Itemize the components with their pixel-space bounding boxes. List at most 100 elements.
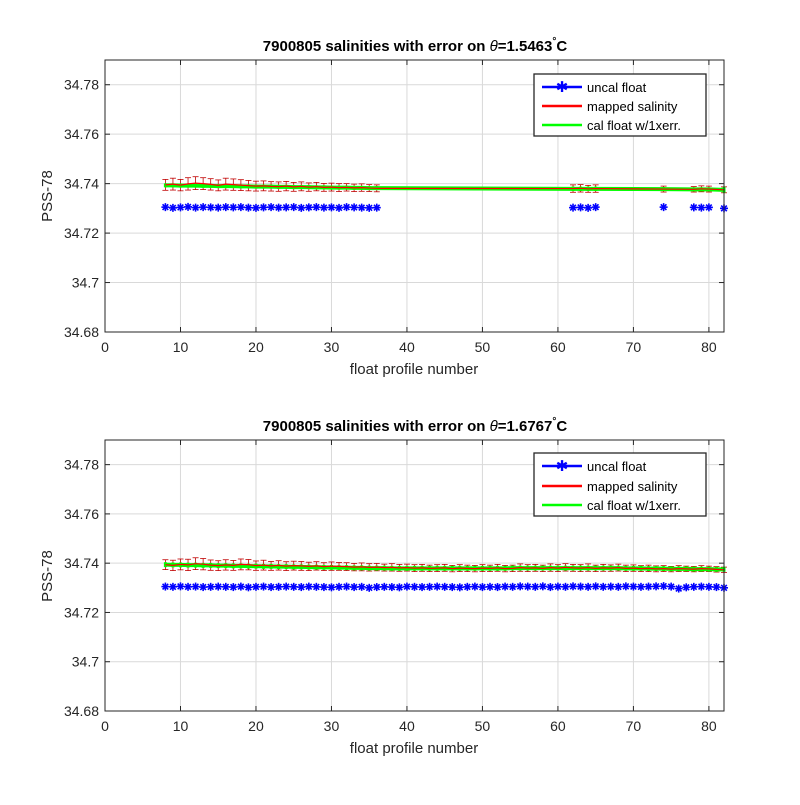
uncal-float-point [372,203,381,212]
marker-stroke [177,582,184,590]
legend-label-cal: cal float w/1xerr. [587,498,681,513]
x-tick-label: 50 [475,718,491,734]
y-tick-label: 34.74 [64,176,99,192]
uncal-float-point [485,582,494,591]
uncal-float-point [365,203,374,212]
uncal-float-point [516,582,525,591]
marker-stroke [569,582,577,590]
marker-stroke [328,583,335,591]
uncal-float-point [599,582,608,591]
uncal-float-point [319,583,328,592]
marker-stroke [161,583,169,590]
uncal-float-series [161,202,728,213]
marker-stroke [328,203,335,211]
axes-box [104,439,725,712]
uncal-float-point [251,203,260,212]
x-tick-label: 80 [701,339,717,355]
x-tick-label: 80 [701,718,717,734]
legend-label-mapped: mapped salinity [587,479,678,494]
marker-stroke [343,583,350,590]
marker-stroke [577,203,584,211]
uncal-float-point [176,203,185,212]
marker-stroke [471,583,479,590]
marker-stroke [252,204,260,212]
uncal-float-point [591,582,600,591]
marker-stroke [245,204,252,212]
uncal-float-point [395,583,404,592]
marker-stroke [577,583,584,590]
uncal-float-point [682,583,691,592]
uncal-float-point [553,582,562,591]
uncal-float-point [523,582,532,591]
marker-stroke [660,582,668,590]
x-tick-label: 50 [475,339,491,355]
uncal-float-point [704,582,713,591]
uncal-float-point [282,582,291,591]
uncal-float-series [161,582,728,593]
legend: ✱ uncal float mapped salinity cal float … [533,73,707,137]
marker-stroke [252,583,260,591]
marker-stroke [169,583,177,591]
marker-stroke [312,583,320,591]
uncal-float-point [455,583,464,592]
uncal-float-point [304,582,313,591]
marker-stroke [282,203,290,211]
uncal-float-point [229,583,238,592]
marker-stroke [426,583,433,591]
marker-stroke [365,584,373,592]
marker-stroke [373,583,381,591]
marker-stroke [531,583,539,591]
legend-label-mapped: mapped salinity [587,99,678,114]
legend-label-uncal: uncal float [587,459,647,474]
uncal-float-point [214,582,223,591]
marker-stroke [320,583,328,591]
marker-stroke [305,203,313,211]
uncal-float-point [372,583,381,592]
uncal-float-point [335,582,344,591]
marker-stroke [690,583,698,591]
y-tick-label: 34.76 [64,126,99,142]
uncal-float-point [199,583,208,592]
marker-stroke [713,583,720,591]
uncal-float-point [508,582,517,591]
marker-stroke [267,203,275,211]
marker-stroke [652,582,660,590]
uncal-float-point [312,203,321,212]
x-axis-label: float profile number [350,361,478,378]
marker-stroke [562,583,569,591]
uncal-float-point [327,203,336,212]
uncal-float-point [425,582,434,591]
marker-stroke [637,583,645,591]
marker-stroke [365,204,373,212]
marker-stroke [479,583,486,591]
marker-stroke [275,583,283,591]
marker-stroke [161,203,169,211]
uncal-float-point [569,582,578,591]
mapped-salinity-series [165,182,725,191]
uncal-float-point [433,582,442,591]
uncal-float-point [214,203,223,212]
uncal-float-point [236,203,245,212]
uncal-float-point [448,583,457,592]
marker-stroke [441,583,449,591]
marker-stroke [260,583,267,590]
uncal-float-point [584,203,593,212]
uncal-float-point [418,583,427,592]
marker-stroke [282,583,290,590]
chart-title: 7900805 salinities with error on θ=1.676… [263,416,568,435]
x-tick-label: 70 [626,339,642,355]
marker-stroke [705,583,713,591]
uncal-float-point [267,203,276,212]
uncal-float-point [161,203,170,212]
marker-stroke [592,582,600,590]
marker-stroke [320,204,328,212]
marker-stroke [660,203,668,211]
uncal-float-point [244,203,253,212]
uncal-float-point [184,202,193,211]
uncal-float-point [470,582,479,591]
marker-stroke [222,583,230,591]
mapped-salinity-series [165,563,725,571]
uncal-float-point [606,582,615,591]
